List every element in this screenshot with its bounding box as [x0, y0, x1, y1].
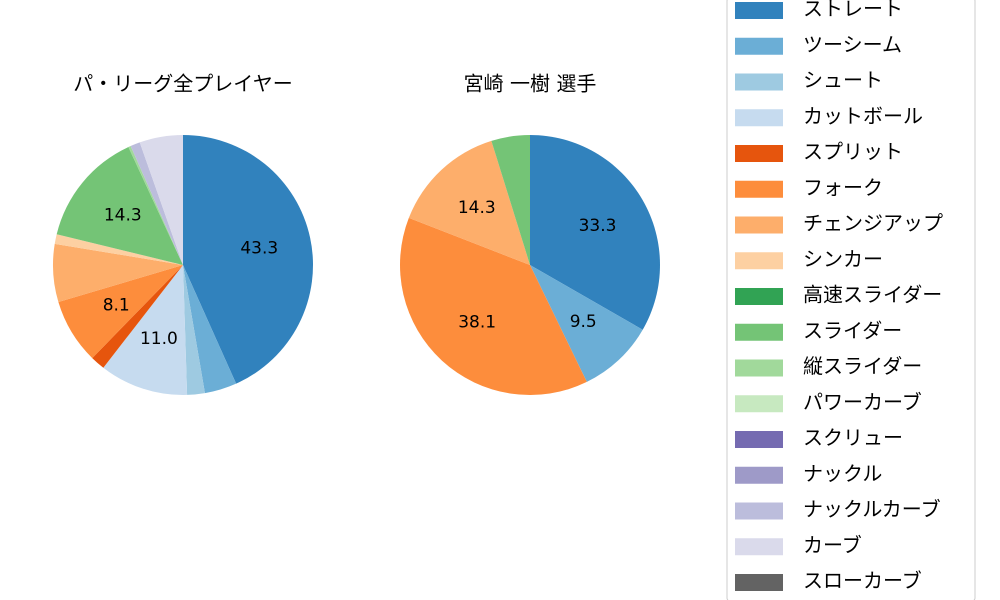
- legend-label: シュート: [803, 68, 883, 92]
- legend-label: フォーク: [803, 175, 883, 199]
- legend-swatch: [735, 359, 783, 377]
- pie-slice: [92, 265, 183, 368]
- chart-title: 宮崎 一樹 選手: [464, 72, 597, 96]
- data-label: 11.0: [140, 329, 178, 349]
- pie-slice: [183, 265, 205, 395]
- pie-slice: [183, 135, 313, 384]
- legend-swatch: [735, 574, 783, 591]
- pie-slice: [491, 135, 530, 265]
- pie-slice: [530, 265, 643, 382]
- pie-slice: [103, 265, 188, 395]
- pie-slice: [53, 243, 184, 303]
- legend-label: スクリュー: [803, 426, 903, 450]
- legend-swatch: [735, 502, 783, 520]
- legend-label: スプリット: [803, 140, 903, 164]
- pie-slice: [56, 147, 183, 265]
- legend-label: 高速スライダー: [803, 283, 942, 307]
- legend-label: ナックル: [803, 461, 882, 485]
- data-label: 38.1: [458, 312, 496, 332]
- chart-title: パ・リーグ全プレイヤー: [73, 72, 292, 96]
- legend-swatch: [735, 431, 783, 448]
- legend-swatch: [735, 395, 783, 413]
- legend-label: カットボール: [803, 104, 923, 128]
- legend-swatch: [735, 73, 783, 91]
- pie-slice: [183, 265, 237, 394]
- legend-swatch: [735, 323, 783, 341]
- pie-slice: [130, 142, 183, 265]
- pie-slice: [139, 135, 183, 265]
- legend-label: スローカーブ: [803, 569, 922, 593]
- data-label: 43.3: [240, 239, 278, 259]
- data-label: 9.5: [570, 312, 597, 332]
- legend-swatch: [735, 2, 783, 19]
- legend-label: ナックルカーブ: [803, 497, 941, 521]
- pie-slice: [399, 217, 587, 395]
- legend-swatch: [735, 288, 783, 305]
- legend-label: スライダー: [803, 318, 902, 342]
- legend-swatch: [735, 37, 783, 55]
- pie-slice: [530, 135, 660, 330]
- data-label: 14.3: [458, 198, 496, 218]
- pie-slice: [54, 234, 183, 265]
- data-label: 8.1: [103, 295, 130, 315]
- legend-swatch: [735, 252, 783, 270]
- data-label: 14.3: [104, 205, 142, 225]
- legend-swatch: [735, 466, 783, 484]
- legend-label: ストレート: [803, 0, 903, 21]
- legend-label: 縦スライダー: [803, 354, 922, 378]
- legend-label: カーブ: [803, 533, 862, 557]
- legend-swatch: [735, 538, 783, 556]
- legend-label: チェンジアップ: [803, 211, 943, 235]
- legend-swatch: [735, 216, 783, 234]
- pie-slice: [408, 140, 530, 265]
- legend-swatch: [735, 180, 783, 198]
- legend-label: シンカー: [803, 247, 883, 271]
- pie-slice: [128, 146, 183, 265]
- legend-swatch: [735, 145, 783, 162]
- legend-label: パワーカーブ: [803, 390, 922, 414]
- pie-slice: [58, 265, 183, 359]
- data-label: 33.3: [579, 216, 617, 236]
- legend-swatch: [735, 109, 783, 127]
- legend-box: [726, 0, 976, 600]
- legend-label: ツーシーム: [803, 32, 902, 56]
